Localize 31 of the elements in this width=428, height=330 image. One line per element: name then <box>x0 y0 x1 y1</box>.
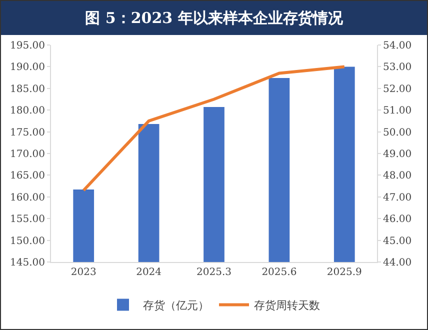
y-tick-label: 165.00 <box>10 170 45 182</box>
y2-tick-label: 50.00 <box>383 127 412 138</box>
y2-tick-label: 46.00 <box>383 214 412 226</box>
y-tick-label: 175.00 <box>10 127 45 138</box>
legend-label: 存货周转天数 <box>254 299 320 312</box>
y-tick-label: 155.00 <box>10 214 45 226</box>
chart-title: 图 5：2023 年以来样本企业存货情况 <box>1 1 427 35</box>
y2-tick-label: 47.00 <box>383 192 412 204</box>
y-tick-label: 170.00 <box>10 149 45 160</box>
y-tick-label: 160.00 <box>10 192 45 204</box>
y2-tick-label: 45.00 <box>383 236 412 247</box>
y-tick-label: 185.00 <box>10 84 45 95</box>
y-tick-label: 195.00 <box>10 40 45 52</box>
y2-tick-label: 44.00 <box>383 258 412 268</box>
y2-tick-label: 54.00 <box>383 40 412 52</box>
x-tick-label: 2025.6 <box>262 267 297 278</box>
y2-tick-label: 48.00 <box>383 170 412 182</box>
y2-tick-label: 53.00 <box>383 62 412 74</box>
y-tick-label: 190.00 <box>10 62 45 74</box>
y-tick-label: 150.00 <box>10 236 45 247</box>
legend-label: 存货（亿元） <box>143 299 209 312</box>
y2-tick-label: 52.00 <box>383 84 412 95</box>
x-tick-label: 2025.3 <box>196 267 232 278</box>
y-tick-label: 180.00 <box>10 106 45 117</box>
x-tick-label: 2023 <box>70 267 96 278</box>
y2-tick-label: 49.00 <box>383 149 412 160</box>
x-tick-label: 2024 <box>136 267 162 278</box>
x-tick-label: 2025.9 <box>326 267 362 278</box>
y2-tick-label: 51.00 <box>383 106 412 117</box>
line-series <box>82 65 346 192</box>
y-tick-label: 145.00 <box>10 258 45 268</box>
